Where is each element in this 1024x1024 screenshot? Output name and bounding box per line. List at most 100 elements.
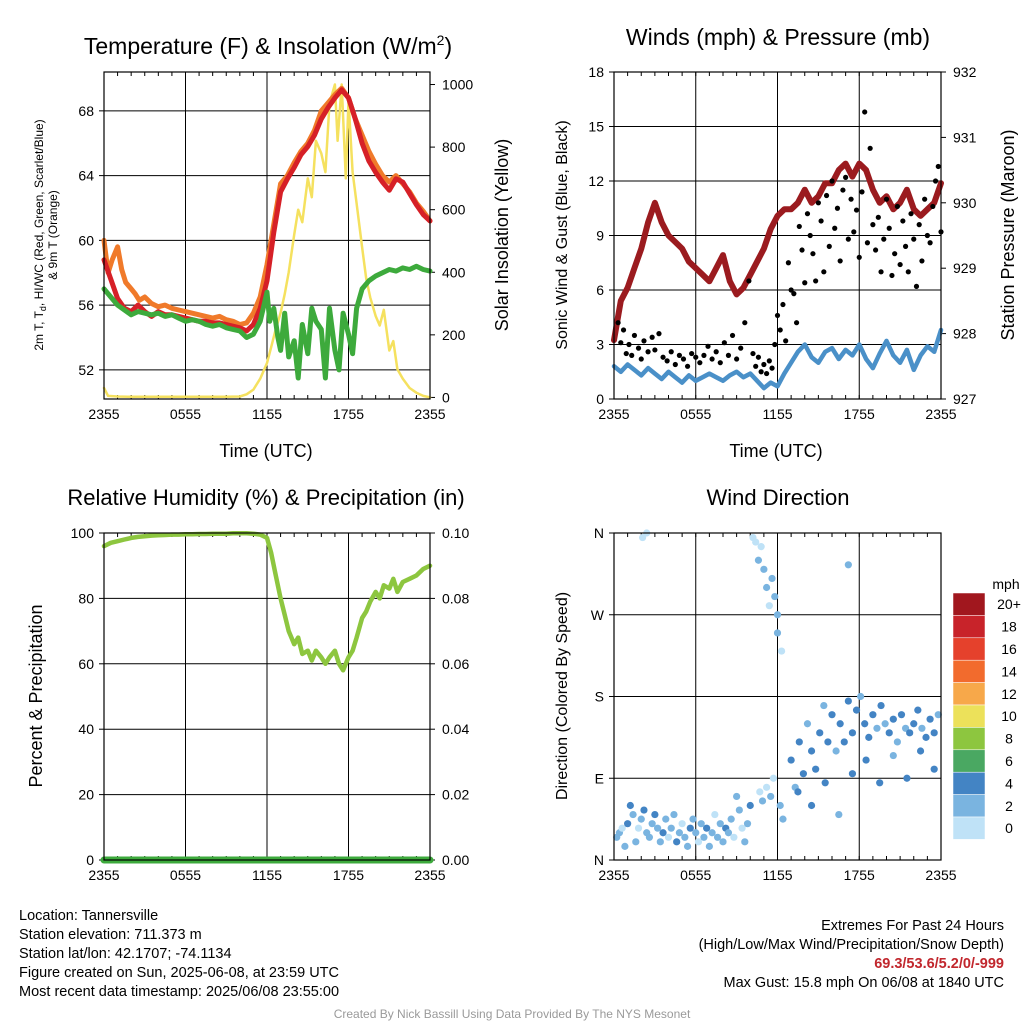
- legend-swatch: [952, 659, 986, 683]
- direction-point: [711, 810, 719, 819]
- y-tick-label-right: 200: [442, 327, 466, 343]
- direction-point: [769, 774, 778, 782]
- gust-point: [668, 349, 674, 355]
- gust-point: [618, 340, 624, 346]
- direction-point: [906, 729, 914, 737]
- direction-point: [713, 833, 722, 841]
- gust-point: [851, 229, 857, 235]
- gust-point: [758, 369, 764, 375]
- gust-point: [761, 361, 767, 368]
- gust-point: [785, 260, 792, 266]
- gust-point: [645, 349, 651, 355]
- gust-point: [672, 361, 678, 368]
- recent-data-text: Most recent data timestamp: 2025/06/08 2…: [19, 984, 340, 1000]
- direction-point: [719, 838, 727, 846]
- gust-point: [922, 196, 928, 202]
- y-tick-label-left: 56: [78, 297, 94, 313]
- x-tick-label: 1755: [844, 406, 875, 422]
- y-tick-label-right: 0.10: [442, 525, 469, 541]
- legend-label: 16: [1001, 641, 1017, 657]
- direction-point: [840, 738, 848, 746]
- direction-point: [675, 829, 684, 837]
- direction-point: [848, 729, 857, 737]
- credit-text: Created By Nick Bassill Using Data Provi…: [333, 1007, 691, 1021]
- location-text: Location: Tannersville: [19, 908, 159, 924]
- direction-point: [730, 833, 738, 841]
- gust-point: [924, 232, 930, 239]
- gust-point: [701, 352, 707, 358]
- gust-point: [916, 222, 922, 228]
- legend-label: 2: [1005, 798, 1013, 814]
- direction-point: [738, 824, 746, 832]
- y-tick-label-left: 40: [78, 721, 94, 737]
- y-tick-label-left: 15: [588, 119, 604, 135]
- y-tick-label-left: 80: [78, 590, 94, 606]
- direction-point: [873, 724, 881, 732]
- direction-point: [760, 565, 768, 573]
- y-tick-label-left: S: [595, 689, 604, 705]
- direction-point: [621, 842, 629, 850]
- direction-point: [700, 833, 708, 841]
- y-tick-label-left: 18: [588, 64, 604, 80]
- direction-point: [758, 797, 767, 805]
- legend-swatch: [952, 794, 986, 818]
- direction-point: [885, 729, 893, 737]
- wind-panel: Winds (mph) & Pressure (mb) Time (UTC) S…: [554, 24, 1018, 461]
- gust-point: [862, 109, 868, 115]
- extremes-info: Extremes For Past 24 Hours (High/Low/Max…: [699, 917, 1004, 993]
- gust-point: [623, 350, 629, 357]
- direction-point: [862, 756, 870, 764]
- direction-point: [670, 810, 678, 819]
- gust-point: [660, 354, 666, 360]
- elevation-text: Station elevation: 711.373 m: [19, 927, 202, 943]
- gust-point: [755, 354, 762, 360]
- direction-point: [820, 701, 828, 710]
- direction-point: [626, 801, 634, 810]
- legend-label: 14: [1001, 663, 1017, 679]
- gust-point: [802, 280, 808, 286]
- direction-point: [794, 788, 802, 796]
- plot-frame: [103, 71, 431, 400]
- gust-point: [837, 258, 843, 264]
- gust-point: [826, 243, 832, 249]
- direction-point: [922, 733, 930, 741]
- direction-point: [651, 810, 659, 819]
- gust-point: [793, 320, 800, 326]
- legend-swatch: [952, 727, 986, 751]
- y-tick-label-left: 12: [588, 173, 604, 189]
- temp-y-axis-label-left-2: & 9m T (Orange): [46, 190, 60, 280]
- direction-point: [930, 765, 938, 773]
- direction-point: [771, 592, 779, 601]
- wind-x-axis-label: Time (UTC): [729, 441, 822, 461]
- gust-point: [638, 356, 644, 362]
- gust-point: [823, 192, 830, 199]
- direction-point: [765, 602, 773, 610]
- gust-point: [821, 269, 827, 275]
- direction-point: [678, 820, 686, 828]
- gust-point: [615, 320, 621, 326]
- gust-point: [783, 338, 789, 344]
- dir-y-axis-label-left: Direction (Colored By Speed): [554, 592, 571, 800]
- gust-point: [927, 240, 933, 246]
- direction-point: [640, 806, 648, 814]
- direction-point: [869, 711, 877, 719]
- gust-point: [913, 283, 920, 289]
- gust-point: [856, 254, 862, 260]
- legend-swatch: [952, 704, 986, 728]
- gust-point: [818, 218, 824, 224]
- y-tick-label-left: 3: [596, 337, 604, 353]
- gust-point: [813, 278, 819, 284]
- plot-frame: [613, 71, 942, 400]
- y-tick-label-left: 64: [78, 168, 94, 184]
- y-tick-label-right: 0.02: [442, 787, 469, 803]
- direction-point: [893, 738, 902, 746]
- direction-point: [930, 729, 938, 737]
- gust-point: [717, 360, 723, 366]
- gust-point: [815, 200, 821, 206]
- gust-point: [746, 278, 752, 284]
- gust-point: [649, 334, 655, 340]
- gust-point: [804, 211, 811, 217]
- direction-point: [735, 806, 743, 814]
- wind-y-axis-label-left: Sonic Wind & Gust (Blue, Black): [554, 120, 571, 349]
